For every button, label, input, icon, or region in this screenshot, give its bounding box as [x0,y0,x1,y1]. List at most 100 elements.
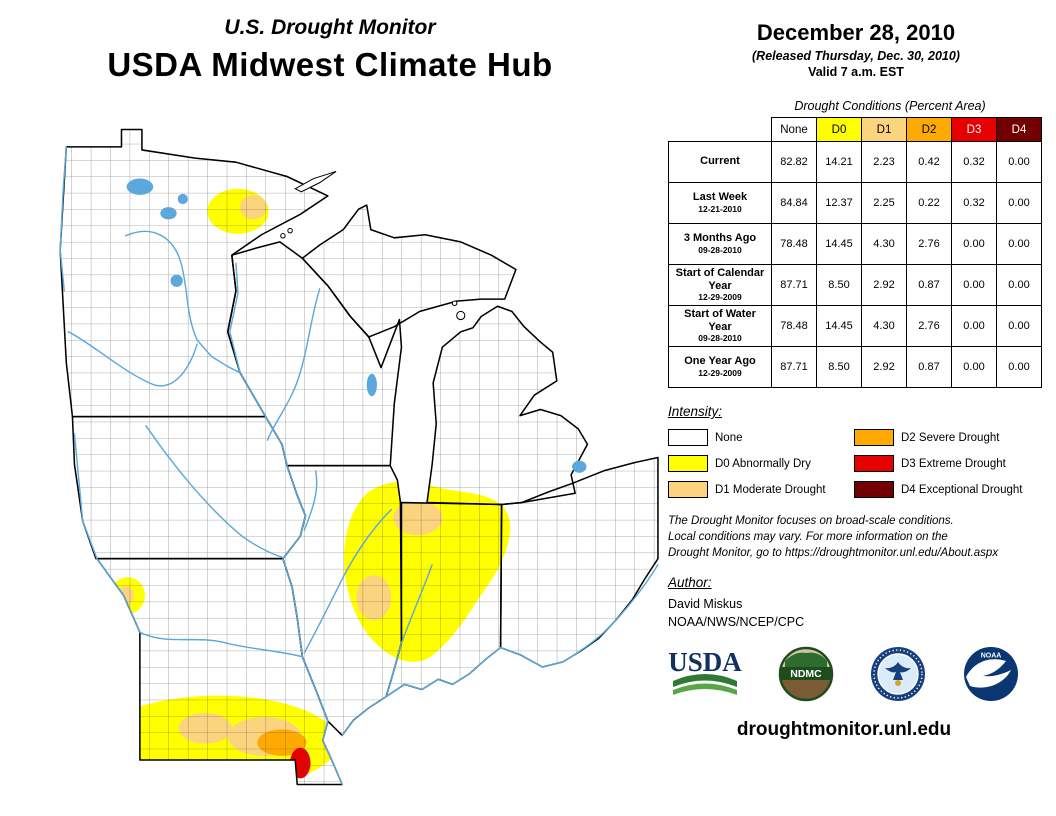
row-label: Start of Water Year 09-28-2010 [668,305,772,348]
table-cell: 0.00 [996,141,1042,183]
table-header-row: None D0 D1 D2 D3 D4 [668,117,1042,142]
missouri-river [73,433,304,658]
table-cell: 0.00 [951,263,997,307]
noaa-logo: NOAA [963,647,1018,702]
svg-text:NOAA: NOAA [981,653,1002,660]
table-cell: 0.00 [996,182,1042,224]
table-row: Start of Calendar Year 12-29-2009 87.71 8… [668,263,1042,307]
agency-logos: USDA NDMC [668,645,1020,703]
table-cell: 2.76 [906,305,952,348]
midwest-map-svg [59,128,659,786]
table-cell: 4.30 [861,223,907,265]
legend-swatch-d2 [854,429,894,447]
released-date: (Released Thursday, Dec. 30, 2010) [752,49,960,63]
table-cell: 0.00 [996,346,1042,389]
wisconsin-river [266,288,321,441]
lake-mille-lacs [170,274,183,287]
legend-item-d3: D3 Extreme Drought [854,455,1044,473]
leech-lake [160,207,177,220]
manitou-island [451,300,458,306]
column-header-d3: D3 [951,117,997,142]
table-cell: 14.21 [816,141,862,183]
rock-river [303,470,318,531]
page-title: USDA Midwest Climate Hub [107,46,553,83]
ohio-river [341,564,659,737]
svg-text:USDA: USDA [668,647,742,677]
legend-item-d0: D0 Abnormally Dry [668,455,854,473]
legend-swatch-d3 [854,455,894,473]
disclaimer-text: The Drought Monitor focuses on broad-sca… [668,515,999,560]
column-header-d1: D1 [861,117,907,142]
table-cell: 14.45 [816,223,862,265]
table-cell: 87.71 [771,346,817,389]
legend-item-none: None [668,429,854,447]
table-cell: 2.25 [861,182,907,224]
author-organization: NOAA/NWS/NCEP/CPC [668,615,805,630]
table-cell: 87.71 [771,263,817,307]
wabash-river [385,564,433,698]
legend-swatch-d1 [668,481,708,499]
islands [280,170,466,321]
commerce-seal-logo [871,647,926,702]
ndmc-logo: NDMC [778,647,833,702]
table-cell: 0.00 [951,346,997,389]
table-cell: 0.00 [951,223,997,265]
legend-swatch-d4 [854,481,894,499]
author-block: Author: David Miskus NOAA/NWS/NCEP/CPC [668,575,1044,629]
svg-text:NDMC: NDMC [790,668,822,680]
red-river [59,146,68,292]
drought-map [52,126,660,788]
table-cell: 0.32 [951,141,997,183]
inland-lakes [126,178,587,473]
legend-item-d1: D1 Moderate Drought [668,481,854,499]
table-cell: 8.50 [816,263,862,307]
table-cell: 82.82 [771,141,817,183]
county-grid [60,129,658,785]
apostle-island [280,233,286,239]
drought-conditions-table: None D0 D1 D2 D3 D4 Current 82.82 14.21 … [668,117,1042,389]
table-row: 3 Months Ago 09-28-2010 78.48 14.45 4.30 … [668,223,1042,265]
author-heading: Author: [668,575,712,591]
st-croix-river [229,262,241,374]
usda-logo: USDA [668,647,742,696]
table-cell: 8.50 [816,346,862,389]
mississippi-river [124,230,343,786]
intensity-legend: Intensity: None D0 Abnormally Dry D1 Mod… [668,404,1044,499]
rivers [59,146,659,786]
right-panel: December 28, 2010 (Released Thursday, De… [668,20,1044,741]
des-moines-river [145,425,284,559]
table-corner-cell [668,117,772,142]
row-label: Last Week 12-21-2010 [668,182,772,224]
table-row: Current 82.82 14.21 2.23 0.42 0.32 0.00 [668,141,1042,183]
table-cell: 14.45 [816,305,862,348]
table-cell: 78.48 [771,223,817,265]
legend-swatch-d0 [668,455,708,473]
site-url: droughtmonitor.unl.edu [736,719,952,741]
report-subtitle: U.S. Drought Monitor [224,16,436,39]
report-date: December 28, 2010 [756,20,956,45]
table-cell: 78.48 [771,305,817,348]
row-label: Current [668,141,772,183]
table-cell: 2.92 [861,263,907,307]
table-cell: 2.76 [906,223,952,265]
table-cell: 0.00 [996,263,1042,307]
lake-st-clair [572,460,587,473]
lake-winnebago [366,373,377,397]
lake-winnibigoshish [177,193,188,205]
beaver-island [456,310,466,321]
table-cell: 0.22 [906,182,952,224]
row-label: 3 Months Ago 09-28-2010 [668,223,772,265]
table-row: Last Week 12-21-2010 84.84 12.37 2.25 0.2… [668,182,1042,224]
valid-time: Valid 7 a.m. EST [808,65,904,79]
table-cell: 2.92 [861,346,907,389]
table-cell: 0.00 [996,223,1042,265]
column-header-d4: D4 [996,117,1042,142]
table-row: One Year Ago 12-29-2009 87.71 8.50 2.92 0… [668,346,1042,389]
legend-title: Intensity: [668,404,723,420]
legend-item-d2: D2 Severe Drought [854,429,1044,447]
table-cell: 0.00 [951,305,997,348]
table-cell: 2.23 [861,141,907,183]
red-lake [126,178,154,195]
table-cell: 12.37 [816,182,862,224]
